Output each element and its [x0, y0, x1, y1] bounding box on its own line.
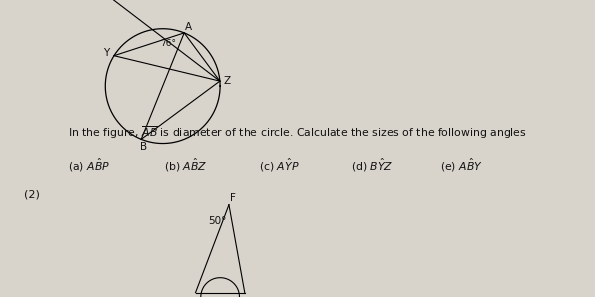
Text: A: A [185, 22, 192, 32]
Text: In the figure, $\overline{AB}$ is diameter of the circle. Calculate the sizes of: In the figure, $\overline{AB}$ is diamet… [68, 124, 527, 140]
Text: 50°: 50° [208, 216, 227, 225]
Text: Y: Y [104, 48, 109, 59]
Text: Z: Z [223, 76, 230, 86]
Text: (c) $A\hat{Y}P$: (c) $A\hat{Y}P$ [259, 156, 299, 173]
Text: (a) $A\hat{B}P$: (a) $A\hat{B}P$ [68, 156, 111, 173]
Text: (b) $A\hat{B}Z$: (b) $A\hat{B}Z$ [164, 156, 207, 173]
Text: B: B [140, 142, 147, 152]
Text: (e) $A\hat{B}Y$: (e) $A\hat{B}Y$ [440, 156, 483, 173]
Text: (d) $B\hat{Y}Z$: (d) $B\hat{Y}Z$ [351, 156, 394, 173]
Text: 76°: 76° [160, 39, 176, 48]
Text: F: F [230, 193, 236, 203]
Text: (2): (2) [24, 189, 40, 200]
